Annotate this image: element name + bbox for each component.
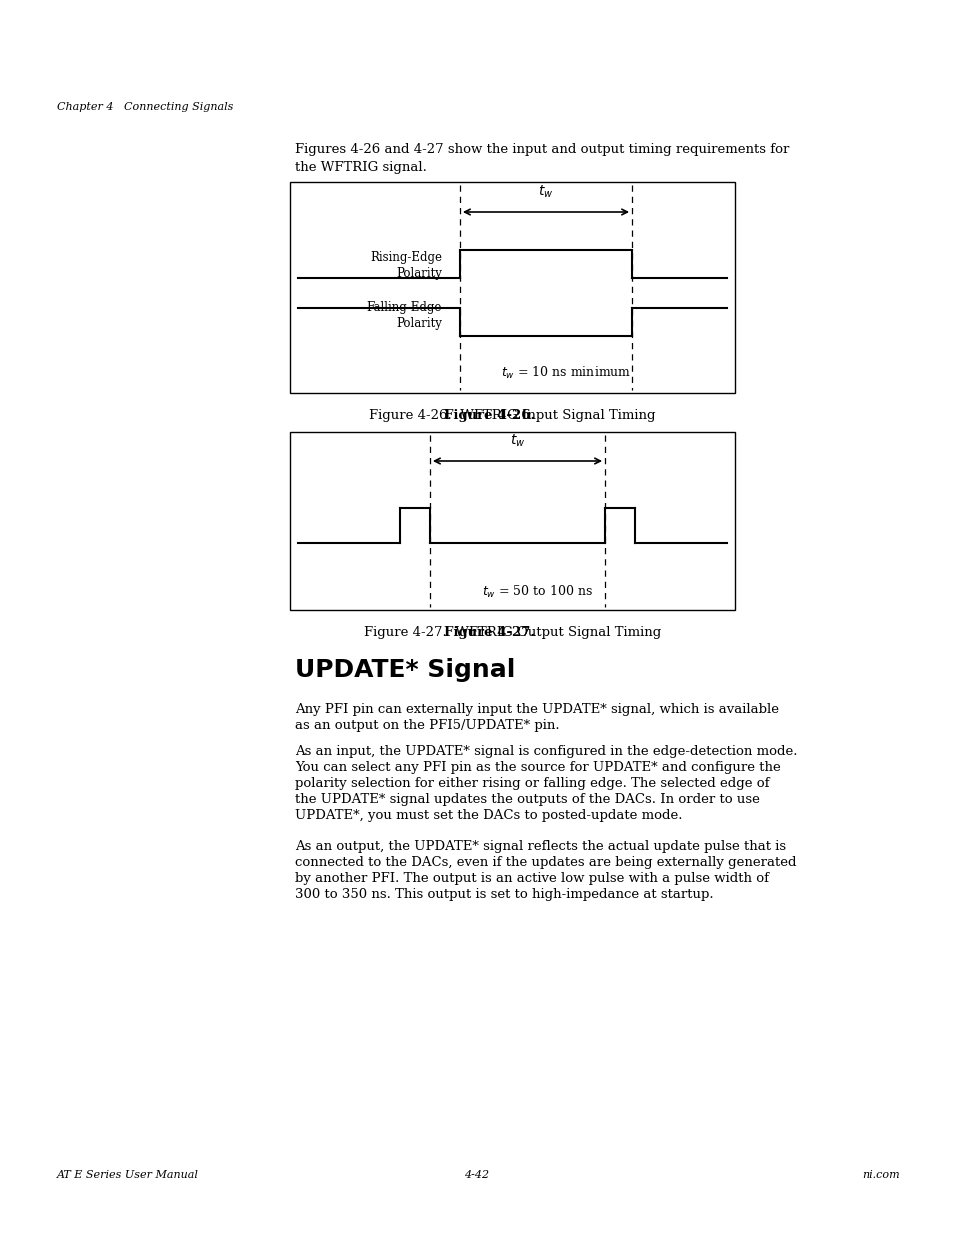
Text: UPDATE* Signal: UPDATE* Signal bbox=[294, 658, 515, 682]
Text: Figure 4-27.: Figure 4-27. bbox=[444, 626, 535, 638]
Bar bbox=[290, 432, 734, 610]
Text: Polarity: Polarity bbox=[395, 316, 441, 330]
Text: 300 to 350 ns. This output is set to high-impedance at startup.: 300 to 350 ns. This output is set to hig… bbox=[294, 888, 713, 902]
Text: connected to the DACs, even if the updates are being externally generated: connected to the DACs, even if the updat… bbox=[294, 856, 796, 869]
Text: Falling-Edge: Falling-Edge bbox=[366, 301, 441, 315]
Text: Figure 4-27.  WFTRIG Output Signal Timing: Figure 4-27. WFTRIG Output Signal Timing bbox=[363, 626, 660, 638]
Text: 4-42: 4-42 bbox=[464, 1170, 489, 1179]
Text: by another PFI. The output is an active low pulse with a pulse width of: by another PFI. The output is an active … bbox=[294, 872, 768, 885]
Text: $t_w$ = 50 to 100 ns: $t_w$ = 50 to 100 ns bbox=[481, 584, 593, 600]
Text: As an input, the UPDATE* signal is configured in the edge-detection mode.: As an input, the UPDATE* signal is confi… bbox=[294, 745, 797, 758]
Text: Figure 4-26.: Figure 4-26. bbox=[444, 409, 536, 422]
Text: Polarity: Polarity bbox=[395, 267, 441, 279]
Bar bbox=[290, 182, 734, 393]
Text: $t_w$ = 10 ns minimum: $t_w$ = 10 ns minimum bbox=[500, 366, 631, 382]
Text: ni.com: ni.com bbox=[862, 1170, 899, 1179]
Text: $t_w$: $t_w$ bbox=[509, 432, 525, 450]
Text: Figures 4-26 and 4-27 show the input and output timing requirements for: Figures 4-26 and 4-27 show the input and… bbox=[294, 143, 788, 156]
Text: the UPDATE* signal updates the outputs of the DACs. In order to use: the UPDATE* signal updates the outputs o… bbox=[294, 793, 760, 806]
Text: AT E Series User Manual: AT E Series User Manual bbox=[57, 1170, 198, 1179]
Text: Any PFI pin can externally input the UPDATE* signal, which is available: Any PFI pin can externally input the UPD… bbox=[294, 703, 779, 716]
Text: the WFTRIG signal.: the WFTRIG signal. bbox=[294, 161, 426, 174]
Text: Figure 4-26.  WFTRIG Input Signal Timing: Figure 4-26. WFTRIG Input Signal Timing bbox=[369, 409, 655, 422]
Text: You can select any PFI pin as the source for UPDATE* and configure the: You can select any PFI pin as the source… bbox=[294, 761, 780, 774]
Text: $t_w$: $t_w$ bbox=[537, 184, 553, 200]
Text: Chapter 4: Chapter 4 bbox=[57, 103, 113, 112]
Text: Rising-Edge: Rising-Edge bbox=[370, 252, 441, 264]
Text: UPDATE*, you must set the DACs to posted-update mode.: UPDATE*, you must set the DACs to posted… bbox=[294, 809, 681, 823]
Text: polarity selection for either rising or falling edge. The selected edge of: polarity selection for either rising or … bbox=[294, 777, 769, 790]
Text: as an output on the PFI5/UPDATE* pin.: as an output on the PFI5/UPDATE* pin. bbox=[294, 719, 559, 732]
Text: As an output, the UPDATE* signal reflects the actual update pulse that is: As an output, the UPDATE* signal reflect… bbox=[294, 840, 785, 853]
Text: Connecting Signals: Connecting Signals bbox=[110, 103, 233, 112]
